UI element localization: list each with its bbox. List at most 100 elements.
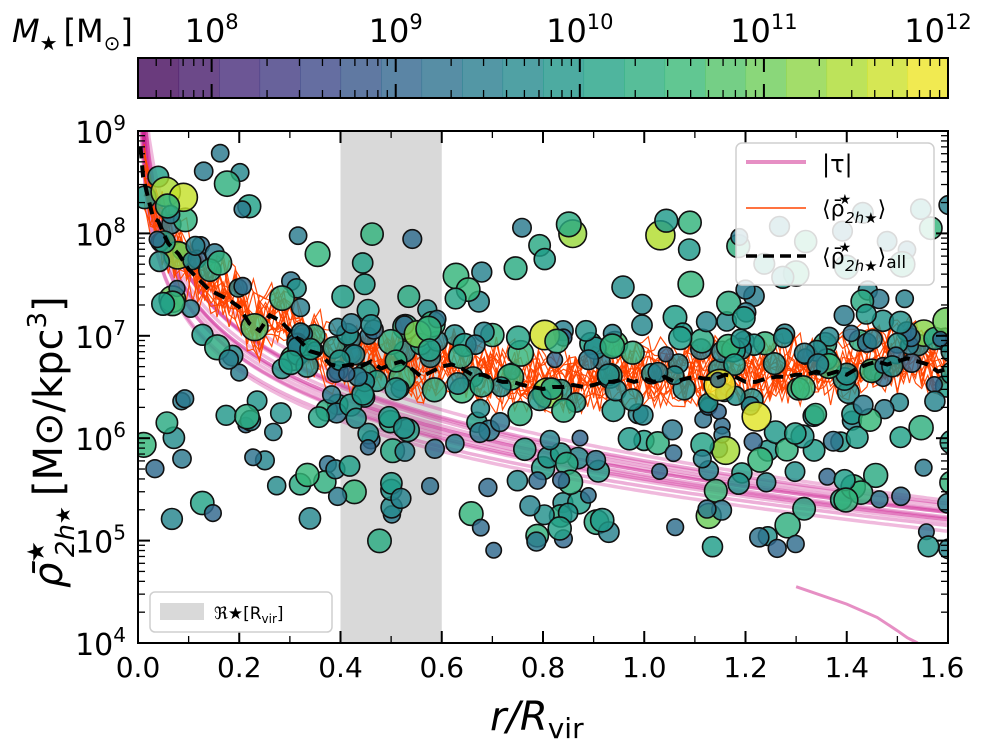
x-tick-label: 1.2 [723,651,768,684]
y-tick-label: 107 [75,316,126,356]
scatter-point [730,328,751,349]
scatter-point [819,326,840,347]
colorbar-cell [340,58,382,98]
scatter-point [611,275,635,299]
colorbar-minor-ticks [137,58,949,98]
scatter-point [526,531,547,552]
scatter-point [938,194,948,216]
x-axis-label: r/Rvir [490,694,584,745]
scatter-point [384,377,409,401]
colorbar-cell [421,58,463,98]
scatter-point [862,462,889,489]
scatter-point [445,433,465,454]
y-tick-labels: 104 105 106 107 108 109 [75,111,126,663]
scatter-point [185,235,206,256]
scatter-point [148,250,171,273]
scatter-point [692,449,712,469]
scatter-point [321,385,342,405]
scatter-point [448,343,474,370]
scatter-point [218,349,240,370]
scatter-point [620,388,644,412]
scatter-point [151,291,176,317]
scatter-point [895,289,915,309]
scatter-point [359,438,377,456]
colorbar-cell [867,58,909,98]
scatter-point [677,210,703,235]
x-tick-label: 1.6 [920,651,965,684]
tau-profile-line [795,585,919,643]
scatter-point [914,458,933,477]
scatter-point [244,448,263,467]
scatter-point [485,541,503,559]
scatter-point [421,477,440,496]
scatter-point [881,355,904,378]
scatter-point [154,193,181,219]
scatter-point [631,314,653,337]
colorbar-cell [543,58,585,98]
axis-ticks [137,130,949,644]
scatter-point [547,516,573,541]
colorbar-cell [138,58,180,98]
scatter-point [762,352,787,376]
scatter-point [469,421,491,444]
scatter-point [845,425,869,450]
scatter-point [818,467,837,486]
scatter-point [741,401,772,432]
scatter-point [377,405,401,429]
scatter-point [233,276,253,296]
colorbar-cell [502,58,544,98]
scatter-point [539,429,561,451]
mean-all-dashed-line [138,146,948,392]
scatter-point [215,404,237,426]
scatter-point [519,495,541,517]
shade-legend-label: ℜ★[Rvir] [214,604,284,626]
scatter-point [842,324,861,343]
scatter-point [711,435,741,466]
scatter-point [390,487,412,510]
scatter-point [421,377,448,403]
scatter-point [631,293,653,316]
scatter-point [145,459,165,479]
scatter-point [747,446,774,473]
colorbar-cell [300,58,342,98]
scatter-point [155,411,179,435]
scatter-point [939,470,948,495]
scatter-point [148,230,167,249]
colorbar-cell [462,58,504,98]
scatter-point [632,404,654,426]
scatter-point [512,437,537,462]
scatter-point [701,535,724,558]
plot-area [138,131,948,643]
scatter-point [806,353,830,376]
scatter-point [327,486,348,507]
scatter-point [340,312,362,334]
scatter-point [172,448,192,469]
scatter-point [666,518,685,537]
scatter-point [667,325,693,351]
scatter-point [478,477,498,498]
scatter-point [506,469,529,492]
y-tick-label: 108 [75,213,126,253]
scatter-point [908,414,934,441]
scatter-point [661,419,683,441]
scatter-point [940,361,948,385]
scatter-point [175,389,195,409]
scatter-point [657,346,674,363]
y-tick-label: 106 [75,418,126,458]
scatter-point [924,390,946,413]
scatter-point [415,315,443,343]
scatter-point [784,461,806,483]
scatter-point [833,304,855,327]
scatter-point [471,261,493,283]
shaded-region-legend: ℜ★[Rvir] [149,591,333,633]
scatter-point [304,241,331,268]
scatter-point [233,200,252,219]
scatter-point [446,371,470,395]
scatter-point [402,228,423,250]
scatter-point [360,222,385,247]
scatter-point [505,325,531,351]
colorbar-cell [907,58,949,98]
scatter-point [278,350,304,376]
scatter-point [193,161,214,182]
